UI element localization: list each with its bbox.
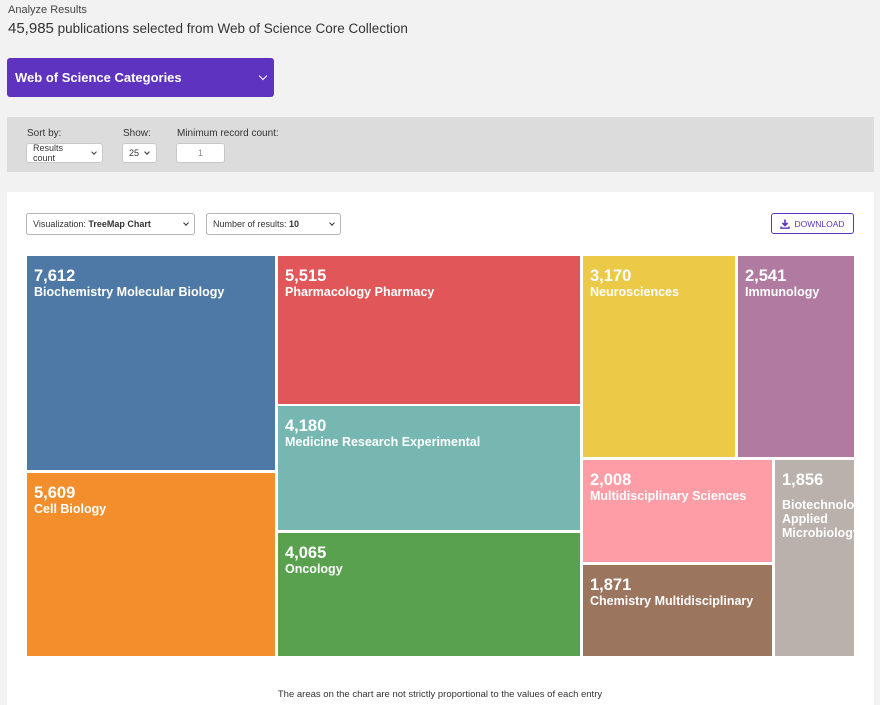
number-of-results-text: Number of results: 10 (213, 219, 299, 229)
download-button[interactable]: DOWNLOAD (771, 213, 854, 234)
treemap-value: 5,609 (34, 484, 76, 502)
treemap-tile-biochem[interactable]: 7,612 Biochemistry Molecular Biology (27, 256, 275, 470)
chevron-down-icon (144, 149, 150, 155)
page-subtitle: publications selected from Web of Scienc… (57, 21, 408, 36)
treemap-value: 2,541 (745, 267, 787, 285)
number-of-results-value: 10 (289, 219, 300, 229)
treemap-label: Oncology (285, 562, 343, 576)
chart-note: The areas on the chart are not strictly … (277, 689, 603, 700)
treemap-label: Pharmacology Pharmacy (285, 285, 435, 299)
min-count-input[interactable]: 1 (176, 143, 225, 163)
breadcrumb: Analyze Results (8, 4, 87, 16)
download-icon (780, 219, 791, 229)
min-count-value: 1 (197, 148, 203, 158)
treemap-label: Immunology (745, 285, 820, 299)
treemap-tile-medres[interactable]: 4,180 Medicine Research Experimental (278, 406, 580, 530)
download-label: DOWNLOAD (794, 218, 845, 229)
treemap-tile-immuno[interactable]: 2,541 Immunology (738, 256, 854, 457)
visualization-label: Visualization: (33, 219, 86, 229)
show-select-value: 25 (129, 148, 140, 158)
min-count-label: Minimum record count: (177, 128, 279, 139)
treemap-value: 1,856 (782, 471, 824, 489)
number-of-results-select[interactable]: Number of results: 10 (206, 213, 341, 235)
visualization-select-text: Visualization: TreeMap Chart (33, 219, 151, 229)
treemap-tile-multidisc[interactable]: 2,008 Multidisciplinary Sciences (583, 460, 772, 562)
treemap-tile-biotech[interactable]: 1,856 Biotechnology Applied Microbiology (775, 460, 854, 656)
treemap-label: Medicine Research Experimental (285, 435, 481, 449)
treemap-label: Chemistry Multidisciplinary (590, 594, 754, 608)
treemap-value: 3,170 (590, 267, 632, 285)
treemap-tile-neuro[interactable]: 3,170 Neurosciences (583, 256, 735, 457)
treemap-label: Multidisciplinary Sciences (590, 489, 747, 503)
treemap-tile-cellbio[interactable]: 5,609 Cell Biology (27, 473, 275, 656)
field-selector-label: Web of Science Categories (15, 70, 182, 85)
treemap-value: 7,612 (34, 267, 76, 285)
treemap-value: 4,180 (285, 417, 327, 435)
chevron-down-icon (329, 220, 335, 226)
sort-select-value: Results count (33, 143, 64, 163)
treemap-value: 2,008 (590, 471, 632, 489)
treemap-value: 4,065 (285, 544, 327, 562)
treemap-label: Biochemistry Molecular Biology (34, 285, 225, 299)
treemap-tile-oncology[interactable]: 4,065 Oncology (278, 533, 580, 656)
sort-select[interactable]: Results count (26, 143, 103, 163)
sort-label: Sort by: (27, 128, 62, 139)
number-of-results-label: Number of results: (213, 219, 287, 229)
publication-count: 45,985 (8, 20, 54, 37)
treemap-tile-pharma[interactable]: 5,515 Pharmacology Pharmacy (278, 256, 580, 404)
chevron-down-icon (183, 220, 189, 226)
treemap-label: Neurosciences (590, 285, 679, 299)
show-select[interactable]: 25 (122, 143, 157, 163)
field-selector-dropdown[interactable]: Web of Science Categories (7, 58, 274, 97)
visualization-value: TreeMap Chart (88, 219, 151, 229)
treemap-label: Cell Biology (34, 502, 107, 516)
chevron-down-icon (91, 149, 97, 155)
treemap-value: 1,871 (590, 576, 632, 594)
visualization-select[interactable]: Visualization: TreeMap Chart (26, 213, 195, 235)
chevron-down-icon (258, 71, 268, 81)
treemap-label: Biotechnology Applied Microbiology (782, 498, 854, 540)
treemap-value: 5,515 (285, 267, 327, 285)
page-title: 45,985 publications selected from Web of… (8, 20, 408, 37)
show-label: Show: (123, 128, 151, 139)
treemap-tile-chem[interactable]: 1,871 Chemistry Multidisciplinary (583, 565, 772, 656)
